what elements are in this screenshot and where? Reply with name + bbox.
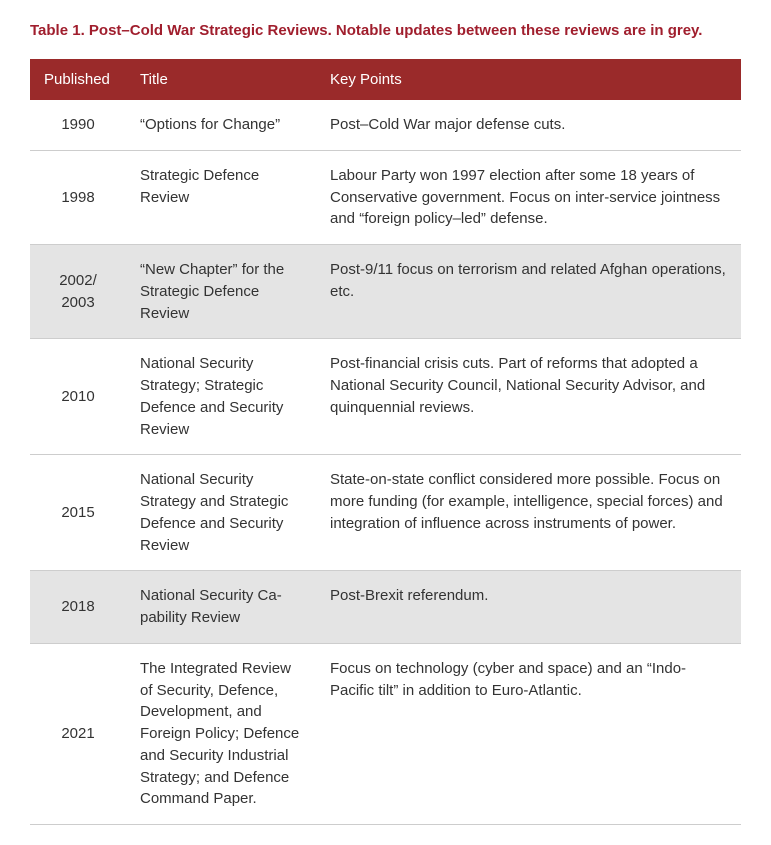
table-row: 2015 National Security Strategy and Stra…	[30, 455, 741, 571]
table-caption: Table 1. Post–Cold War Strategic Reviews…	[30, 20, 741, 41]
cell-keypoints: Post-9/11 focus on terrorism and related…	[316, 245, 741, 339]
cell-keypoints: Focus on technology (cyber and space) an…	[316, 643, 741, 824]
cell-title: National Security Strategy; Strategic De…	[126, 339, 316, 455]
cell-published: 2015	[30, 455, 126, 571]
cell-title: National Security Strategy and Strategic…	[126, 455, 316, 571]
cell-title: Strategic Defence Review	[126, 150, 316, 244]
cell-published: 2002/​2003	[30, 245, 126, 339]
table-row: 2002/​2003 “New Chapter” for the Strateg…	[30, 245, 741, 339]
table-row: 2018 National Security Ca­pability Revie…	[30, 571, 741, 644]
cell-published: 1998	[30, 150, 126, 244]
col-header-title: Title	[126, 59, 316, 100]
col-header-keypoints: Key Points	[316, 59, 741, 100]
table-row: 2010 National Security Strategy; Strateg…	[30, 339, 741, 455]
strategic-reviews-table: Published Title Key Points 1990 “Options…	[30, 59, 741, 825]
table-body: 1990 “Options for Change” Post–Cold War …	[30, 100, 741, 825]
cell-keypoints: Post-financial crisis cuts. Part of refo…	[316, 339, 741, 455]
col-header-published: Published	[30, 59, 126, 100]
table-header-row: Published Title Key Points	[30, 59, 741, 100]
cell-keypoints: Post-Brexit referendum.	[316, 571, 741, 644]
cell-published: 2018	[30, 571, 126, 644]
cell-published: 1990	[30, 100, 126, 150]
table-row: 1990 “Options for Change” Post–Cold War …	[30, 100, 741, 150]
cell-keypoints: Post–Cold War major defense cuts.	[316, 100, 741, 150]
cell-published: 2021	[30, 643, 126, 824]
cell-title: The Integrated Review of Security, Defen…	[126, 643, 316, 824]
cell-title: National Security Ca­pability Review	[126, 571, 316, 644]
cell-title: “New Chapter” for the Strategic Defence …	[126, 245, 316, 339]
table-row: 1998 Strategic Defence Review Labour Par…	[30, 150, 741, 244]
cell-published: 2010	[30, 339, 126, 455]
cell-keypoints: Labour Party won 1997 election after som…	[316, 150, 741, 244]
table-row: 2021 The Integrated Review of Security, …	[30, 643, 741, 824]
cell-keypoints: State-on-state conflict considered more …	[316, 455, 741, 571]
cell-title: “Options for Change”	[126, 100, 316, 150]
